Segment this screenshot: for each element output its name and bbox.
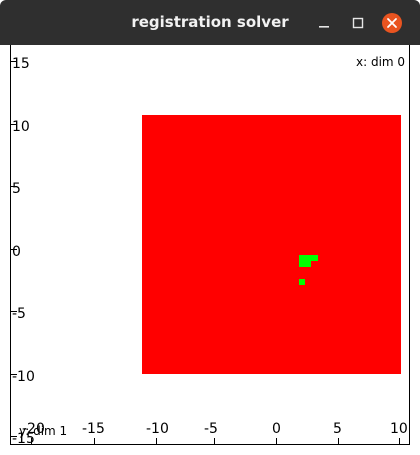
y-tick-label: -10 xyxy=(12,369,35,385)
y-tick-label: 0 xyxy=(12,244,21,260)
y-tick-label: -15 xyxy=(12,431,35,447)
plot-frame-left xyxy=(10,45,11,445)
y-axis-label: y: dim 1 xyxy=(19,424,68,438)
x-tick-mark xyxy=(31,438,32,445)
x-tick-label: 0 xyxy=(272,421,281,437)
green-marker-notch xyxy=(311,255,318,261)
minimize-icon xyxy=(319,26,329,28)
red-region xyxy=(142,115,401,374)
y-tick-mark xyxy=(10,249,17,250)
close-button[interactable] xyxy=(382,13,402,33)
x-tick-mark xyxy=(156,438,157,445)
y-tick-mark xyxy=(10,436,17,437)
x-tick-mark xyxy=(276,438,277,445)
maximize-icon xyxy=(352,17,364,29)
maximize-button[interactable] xyxy=(349,14,367,32)
x-tick-label: -10 xyxy=(146,421,169,437)
x-tick-mark xyxy=(399,438,400,445)
title-bar[interactable]: registration solver xyxy=(0,0,420,45)
x-tick-label: -20 xyxy=(22,421,45,437)
x-axis-label: x: dim 0 xyxy=(356,55,406,69)
plot-frame-bottom xyxy=(10,444,410,445)
y-tick-mark xyxy=(10,124,17,125)
x-tick-label: 10 xyxy=(390,421,408,437)
y-tick-mark xyxy=(10,311,17,312)
green-marker-large xyxy=(299,255,311,267)
y-tick-mark xyxy=(10,374,17,375)
x-tick-label: 5 xyxy=(333,421,342,437)
y-tick-label: -5 xyxy=(12,306,26,322)
window-title: registration solver xyxy=(131,13,289,31)
green-marker-small xyxy=(299,279,305,285)
x-tick-mark xyxy=(94,438,95,445)
x-tick-label: -15 xyxy=(82,421,105,437)
y-tick-label: 15 xyxy=(12,56,30,72)
y-tick-label: 5 xyxy=(12,181,21,197)
minimize-button[interactable] xyxy=(315,14,333,32)
x-tick-mark xyxy=(338,438,339,445)
y-tick-mark xyxy=(10,186,17,187)
y-tick-mark xyxy=(10,61,17,62)
plot-frame-right xyxy=(409,45,410,445)
x-tick-mark xyxy=(214,438,215,445)
x-tick-label: -5 xyxy=(204,421,218,437)
y-tick-label: 10 xyxy=(12,119,30,135)
close-icon xyxy=(387,18,397,28)
